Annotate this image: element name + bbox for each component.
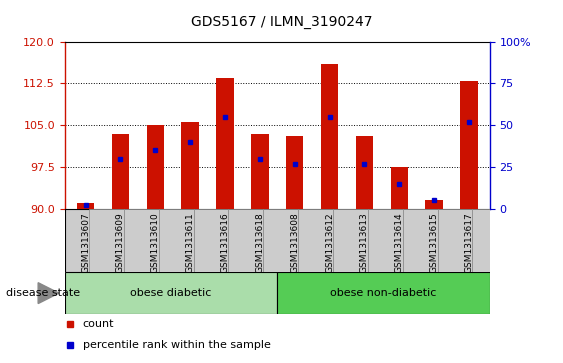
Bar — [251, 134, 269, 209]
Text: GSM1313613: GSM1313613 — [360, 212, 369, 273]
Bar — [181, 122, 199, 209]
Bar — [391, 167, 408, 209]
Bar — [333, 209, 368, 272]
Bar — [77, 203, 95, 209]
Bar — [426, 200, 443, 209]
Text: GSM1313615: GSM1313615 — [430, 212, 439, 273]
Text: obese diabetic: obese diabetic — [130, 288, 212, 298]
Text: GSM1313612: GSM1313612 — [325, 212, 334, 273]
Polygon shape — [38, 283, 59, 303]
Text: GSM1313616: GSM1313616 — [221, 212, 230, 273]
Text: GSM1313610: GSM1313610 — [151, 212, 160, 273]
Text: percentile rank within the sample: percentile rank within the sample — [83, 340, 270, 350]
Text: GSM1313608: GSM1313608 — [290, 212, 299, 273]
Text: GSM1313617: GSM1313617 — [464, 212, 473, 273]
Text: GSM1313618: GSM1313618 — [256, 212, 265, 273]
Text: GSM1313611: GSM1313611 — [186, 212, 195, 273]
Bar — [263, 209, 298, 272]
Text: GSM1313614: GSM1313614 — [395, 212, 404, 273]
Bar — [298, 209, 333, 272]
Bar — [194, 209, 229, 272]
Text: obese non-diabetic: obese non-diabetic — [330, 288, 437, 298]
Bar — [472, 209, 507, 272]
Bar — [403, 209, 437, 272]
Bar — [278, 272, 490, 314]
Bar — [112, 134, 129, 209]
Text: disease state: disease state — [6, 288, 80, 298]
Bar — [65, 272, 278, 314]
Bar — [229, 209, 263, 272]
Bar — [159, 209, 194, 272]
Text: GDS5167 / ILMN_3190247: GDS5167 / ILMN_3190247 — [191, 15, 372, 29]
Bar — [65, 209, 490, 272]
Text: count: count — [83, 319, 114, 329]
Bar — [460, 81, 477, 209]
Bar — [89, 209, 124, 272]
Bar — [146, 125, 164, 209]
Text: GSM1313607: GSM1313607 — [81, 212, 90, 273]
Bar — [368, 209, 403, 272]
Bar — [321, 64, 338, 209]
Bar — [437, 209, 472, 272]
Bar — [124, 209, 159, 272]
Bar — [286, 136, 303, 209]
Bar — [216, 78, 234, 209]
Text: GSM1313609: GSM1313609 — [116, 212, 125, 273]
Bar — [356, 136, 373, 209]
